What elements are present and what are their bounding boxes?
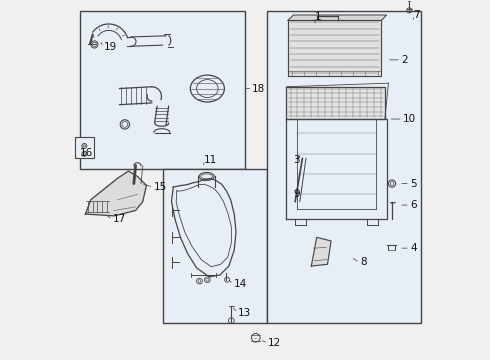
Text: 19: 19 [103, 42, 117, 52]
Text: 8: 8 [360, 257, 367, 267]
Polygon shape [288, 21, 381, 76]
Text: 7: 7 [414, 10, 420, 20]
Polygon shape [311, 237, 331, 266]
Text: 16: 16 [79, 148, 93, 158]
Text: 11: 11 [204, 155, 217, 165]
Text: 14: 14 [234, 279, 247, 289]
Polygon shape [286, 87, 385, 119]
Text: 5: 5 [410, 179, 416, 189]
Text: 6: 6 [410, 200, 416, 210]
Text: 3: 3 [294, 155, 300, 165]
Text: 12: 12 [269, 338, 282, 348]
Bar [267, 12, 421, 323]
Bar [163, 169, 267, 323]
Text: 2: 2 [401, 55, 408, 65]
Text: 15: 15 [153, 182, 167, 192]
Bar [80, 12, 245, 169]
Text: 18: 18 [252, 84, 266, 94]
Polygon shape [288, 15, 387, 21]
Text: 17: 17 [112, 215, 125, 224]
Text: 4: 4 [410, 243, 416, 253]
Polygon shape [85, 171, 147, 216]
Text: 9: 9 [294, 189, 300, 199]
Bar [74, 137, 95, 158]
Text: 13: 13 [238, 308, 251, 318]
Text: 1: 1 [315, 12, 321, 22]
Text: 10: 10 [403, 114, 416, 124]
